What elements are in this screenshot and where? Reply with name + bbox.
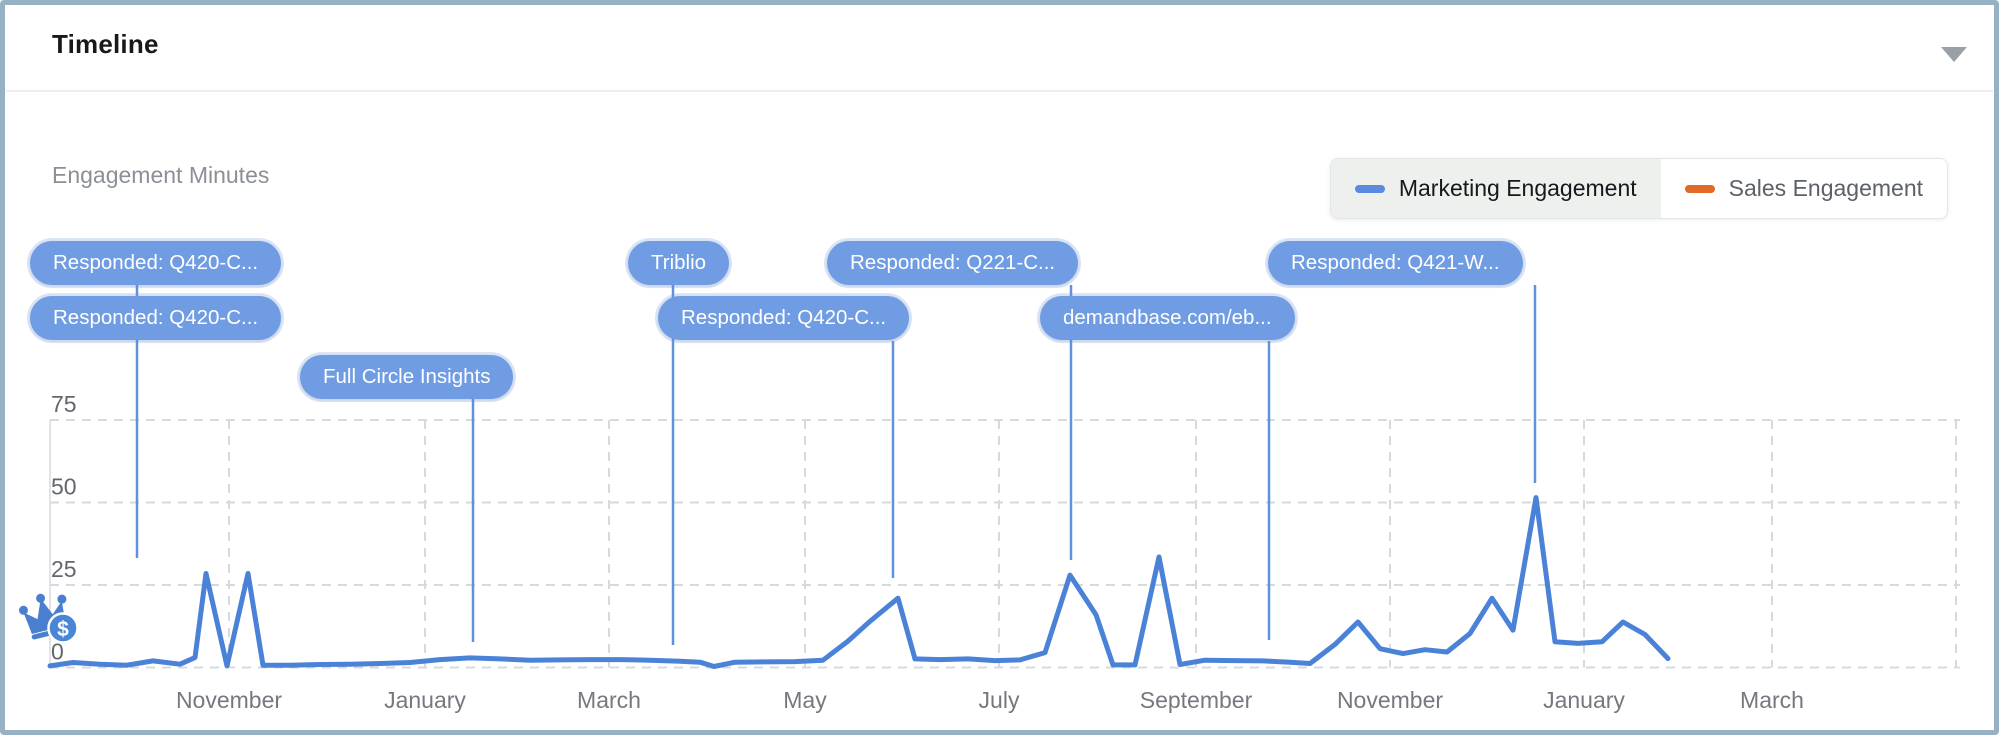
legend-label: Marketing Engagement [1398,175,1637,201]
event-pill[interactable]: demandbase.com/eb... [1040,296,1295,340]
event-pill[interactable]: Responded: Q221-C... [827,241,1079,285]
event-pill[interactable]: Responded: Q420-C... [658,296,910,340]
marketing-series-swatch-icon [1354,184,1385,193]
sales-series-swatch-icon [1684,184,1715,193]
collapse-chevron-icon[interactable] [1941,47,1967,62]
x-tick-label: January [384,687,466,713]
y-axis-title: Engagement Minutes [52,162,270,188]
y-tick-label: 75 [51,391,77,417]
panel-title: Timeline [52,29,159,59]
x-tick-label: November [1337,687,1443,713]
event-pill[interactable]: Responded: Q420-C... [30,241,282,285]
opportunity-crown-icon[interactable]: $ [16,588,79,644]
header-divider [6,90,1993,92]
legend-item-sales-engagement[interactable]: Sales Engagement [1661,159,1947,218]
event-pill[interactable]: Responded: Q421-W... [1268,241,1523,285]
series-line-marketing-engagement [47,495,1671,669]
event-pill[interactable]: Full Circle Insights [300,355,514,399]
y-tick-label: 25 [51,556,77,582]
x-tick-label: September [1140,687,1253,713]
x-tick-label: July [979,687,1020,713]
dollar-badge-glyph: $ [57,618,69,641]
event-pill[interactable]: Triblio [628,241,730,285]
legend-item-marketing-engagement[interactable]: Marketing Engagement [1330,159,1661,218]
legend-label: Sales Engagement [1728,175,1923,201]
x-tick-label: November [176,687,282,713]
x-tick-label: January [1543,687,1625,713]
event-pill[interactable]: Responded: Q420-C... [30,296,282,340]
y-tick-label: 0 [51,639,64,665]
x-tick-label: March [1740,687,1804,713]
x-tick-label: March [577,687,641,713]
y-tick-label: 50 [51,474,77,500]
chart-legend: Marketing Engagement Sales Engagement [1329,158,1948,219]
x-tick-label: May [783,687,827,713]
